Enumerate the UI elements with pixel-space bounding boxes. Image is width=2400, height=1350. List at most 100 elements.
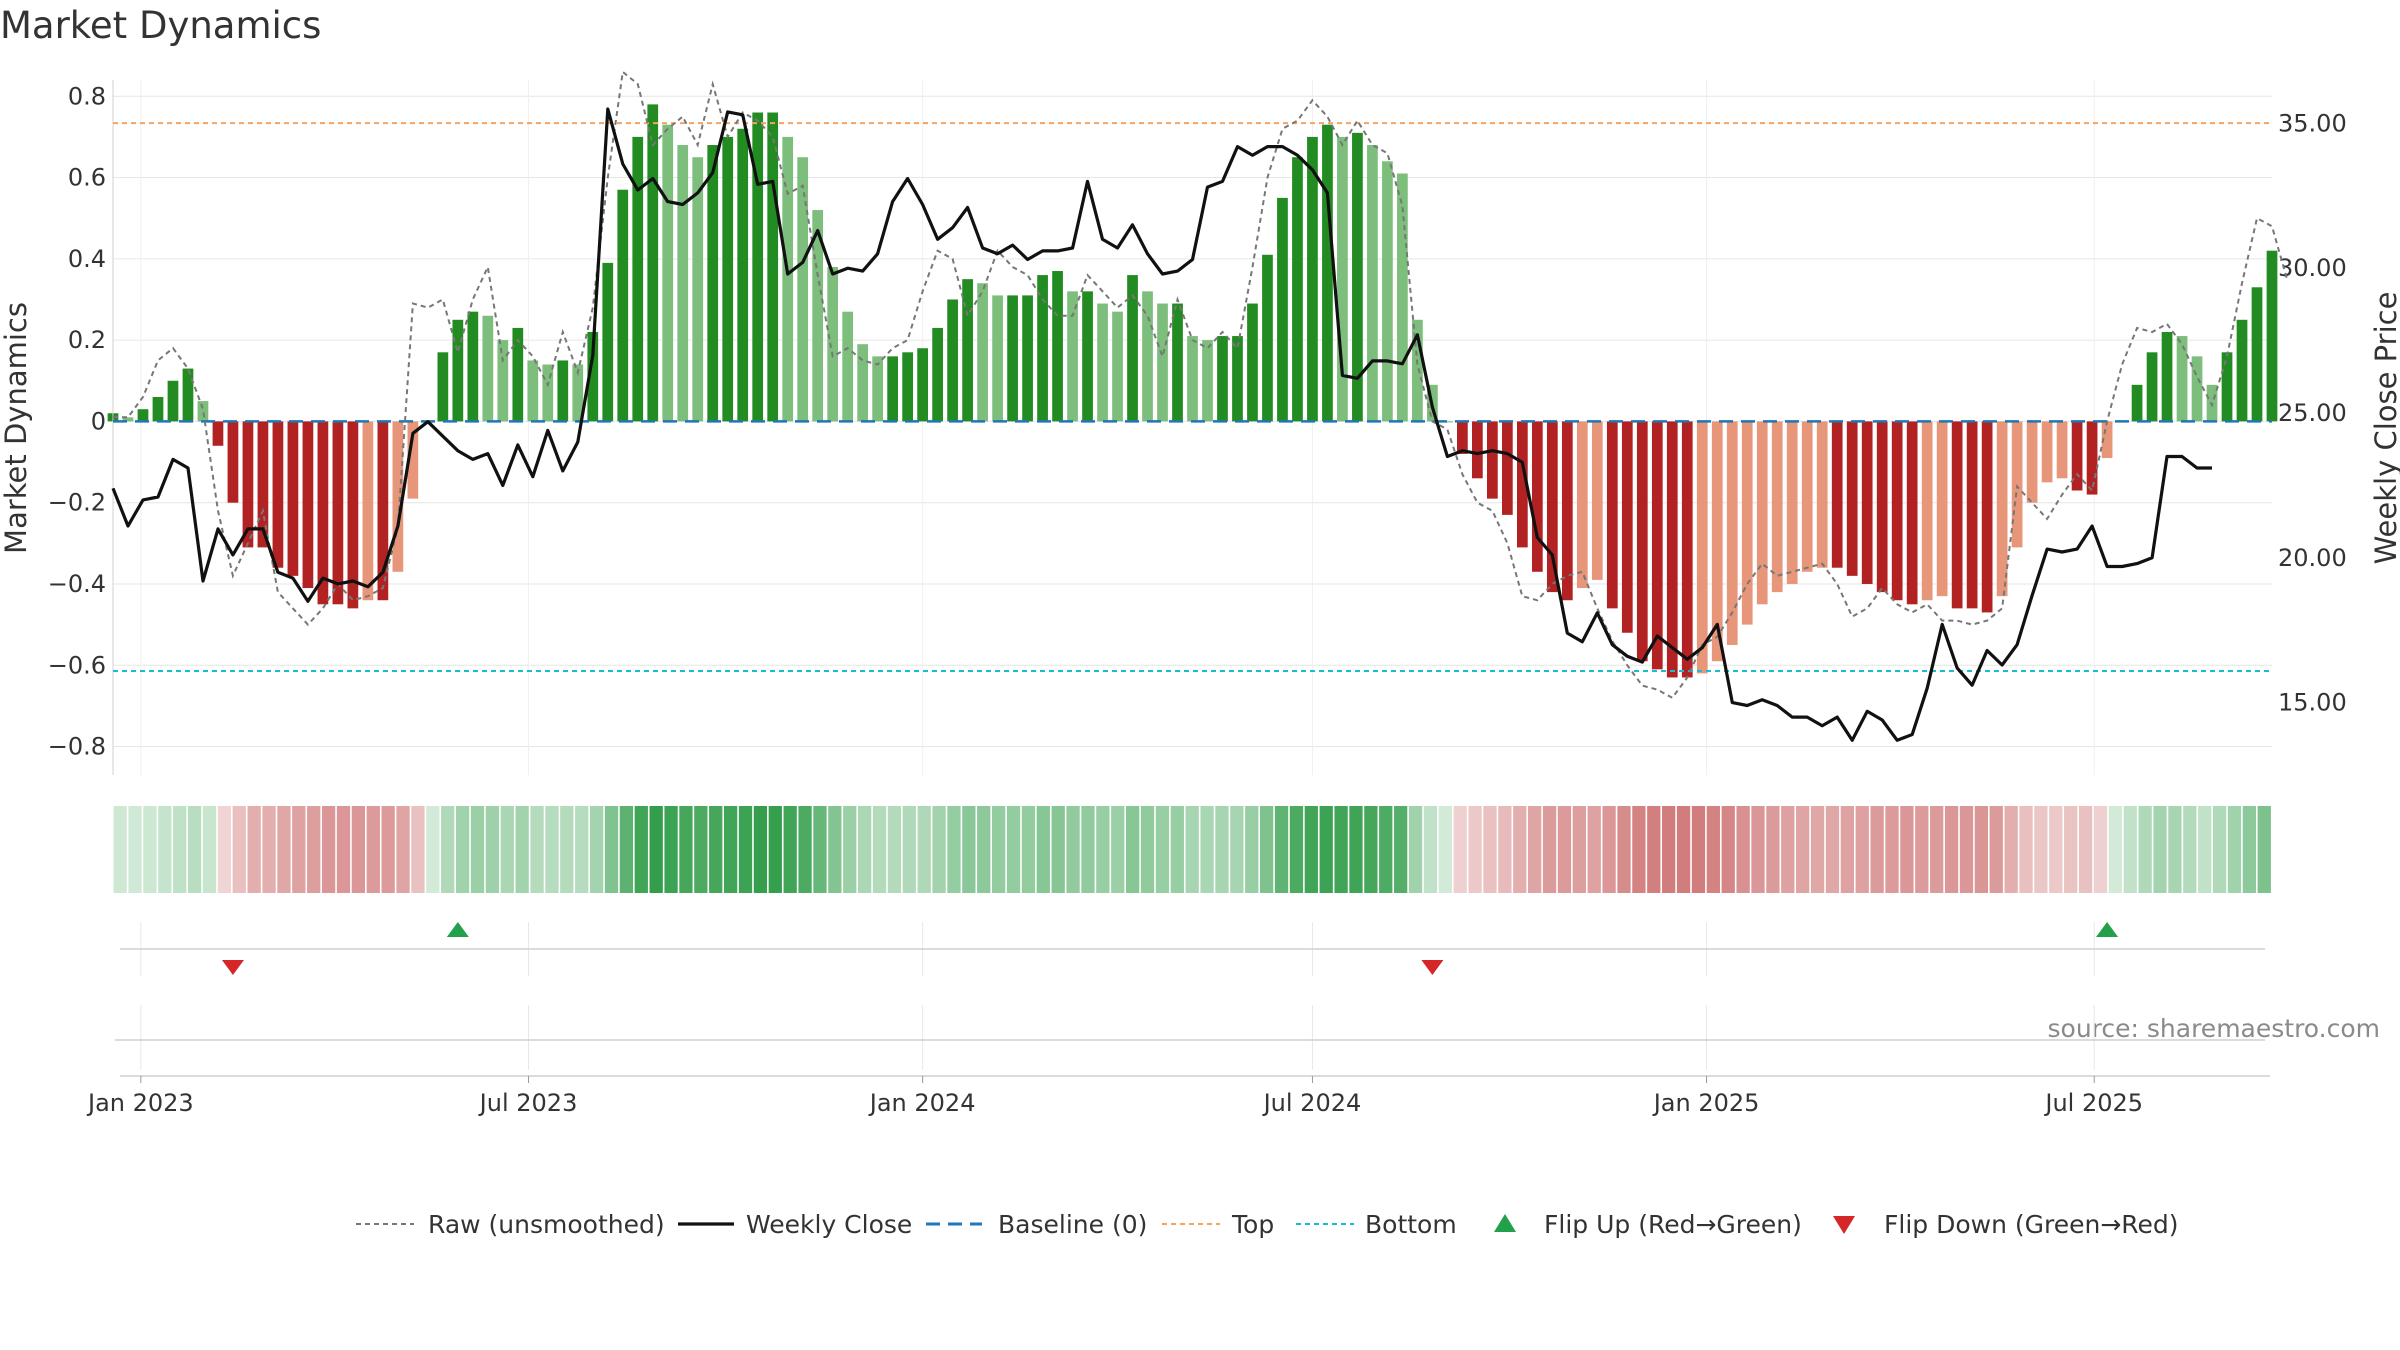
heat-cell xyxy=(396,806,410,893)
dynamics-bar xyxy=(2236,319,2248,422)
dynamics-bar xyxy=(1037,275,1048,422)
heat-cell xyxy=(2093,806,2108,893)
heat-cell xyxy=(1796,806,1810,893)
heat-cell xyxy=(485,806,500,893)
heat-cell xyxy=(1781,806,1795,893)
heat-cell xyxy=(932,806,946,893)
legend-label: Weekly Close xyxy=(746,1210,912,1239)
dynamics-bar xyxy=(1142,291,1153,422)
dynamics-bar xyxy=(1067,291,1078,422)
dynamics-bar xyxy=(1352,132,1363,422)
heat-cell xyxy=(783,806,797,893)
dynamics-bar xyxy=(1082,291,1093,422)
heat-cell xyxy=(1170,806,1184,893)
heat-cell xyxy=(1111,806,1125,893)
heat-cell xyxy=(530,806,544,893)
heat-cell xyxy=(2138,806,2152,893)
heat-cell xyxy=(1915,806,1929,893)
dynamics-bar xyxy=(1127,275,1138,422)
heat-cell xyxy=(1245,806,1259,893)
heat-cell xyxy=(1513,806,1527,893)
dynamics-bar xyxy=(1756,421,1768,605)
dynamics-bar xyxy=(677,145,689,422)
dynamics-bar xyxy=(1741,421,1753,625)
heat-cell xyxy=(1066,806,1080,893)
heat-cell xyxy=(649,806,663,893)
heat-cell xyxy=(202,806,217,893)
heat-cell xyxy=(709,806,723,893)
dynamics-bar xyxy=(272,421,284,568)
dynamics-bar xyxy=(1337,136,1348,422)
dynamics-bar xyxy=(1621,421,1633,633)
dynamics-bar xyxy=(2101,421,2113,458)
y-axis-right-label: Weekly Close Price xyxy=(2369,292,2400,565)
heat-cell xyxy=(1587,806,1601,893)
legend-flip-up-swatch xyxy=(1494,1214,1516,1232)
heat-cell xyxy=(1155,806,1170,893)
heat-cell xyxy=(634,806,648,893)
heat-cell xyxy=(1989,806,2003,893)
heat-cell xyxy=(1944,806,1959,893)
heat-cell xyxy=(1632,806,1646,893)
dynamics-bar xyxy=(2161,331,2173,422)
heat-cell xyxy=(1081,806,1095,893)
dynamics-bar xyxy=(1681,421,1693,678)
heat-cell xyxy=(1021,806,1036,893)
heat-cell xyxy=(113,806,127,893)
heat-cell xyxy=(1662,806,1676,893)
heat-cell xyxy=(1766,806,1780,893)
heat-cell xyxy=(1051,806,1065,893)
dynamics-bar xyxy=(1007,295,1018,422)
dynamics-bar xyxy=(1846,421,1858,576)
heat-cell xyxy=(962,806,976,893)
heat-cell xyxy=(887,806,902,893)
dynamics-bar xyxy=(1996,421,2008,597)
heat-cell xyxy=(2049,806,2063,893)
heat-cell xyxy=(2198,806,2212,893)
dynamics-bar xyxy=(1561,421,1573,601)
dynamics-bar xyxy=(632,136,644,422)
x-tick-label: Jul 2024 xyxy=(1262,1089,1362,1117)
heat-cell xyxy=(1870,806,1884,893)
dynamics-bar xyxy=(1801,421,1813,572)
dynamics-bar xyxy=(1891,421,1903,601)
dynamics-bar xyxy=(572,364,584,422)
heat-cell xyxy=(575,806,589,893)
dynamics-bar xyxy=(512,327,524,422)
dynamics-bar xyxy=(1262,254,1273,422)
heat-cell xyxy=(560,806,574,893)
dynamics-bar xyxy=(1966,421,1978,609)
dynamics-bar xyxy=(212,421,224,446)
heat-cell xyxy=(1721,806,1735,893)
dynamics-bar xyxy=(1696,421,1708,674)
dynamics-bar xyxy=(1501,421,1513,515)
heat-cell xyxy=(262,806,276,893)
heat-cell xyxy=(1230,806,1244,893)
dynamics-bar xyxy=(2086,421,2098,495)
x-tick-label: Jul 2025 xyxy=(2043,1089,2143,1117)
heat-cell xyxy=(2153,806,2167,893)
dynamics-bar xyxy=(1457,421,1468,454)
dynamics-bar xyxy=(1651,421,1663,670)
heat-cell xyxy=(798,806,812,893)
chart-title: Market Dynamics xyxy=(0,4,322,47)
dynamics-bar xyxy=(1906,421,1918,605)
dynamics-bar xyxy=(1516,421,1528,548)
dynamics-bar xyxy=(482,315,494,422)
dynamics-bar xyxy=(722,136,734,422)
dynamics-bar xyxy=(782,136,794,422)
heat-cell xyxy=(2242,806,2257,893)
heat-cell xyxy=(1334,806,1348,893)
dynamics-bar xyxy=(377,421,389,601)
dynamics-bar xyxy=(2176,336,2188,422)
heat-cell xyxy=(2034,806,2048,893)
dynamics-bar xyxy=(1382,161,1393,422)
heat-cell xyxy=(158,806,172,893)
dynamics-bar xyxy=(1876,421,1888,593)
heat-cell xyxy=(2227,806,2242,893)
heat-cell xyxy=(173,806,187,893)
dynamics-bar xyxy=(1921,421,1933,601)
dynamics-bar xyxy=(767,112,779,422)
heat-cell xyxy=(977,806,991,893)
dynamics-bar xyxy=(962,279,973,422)
